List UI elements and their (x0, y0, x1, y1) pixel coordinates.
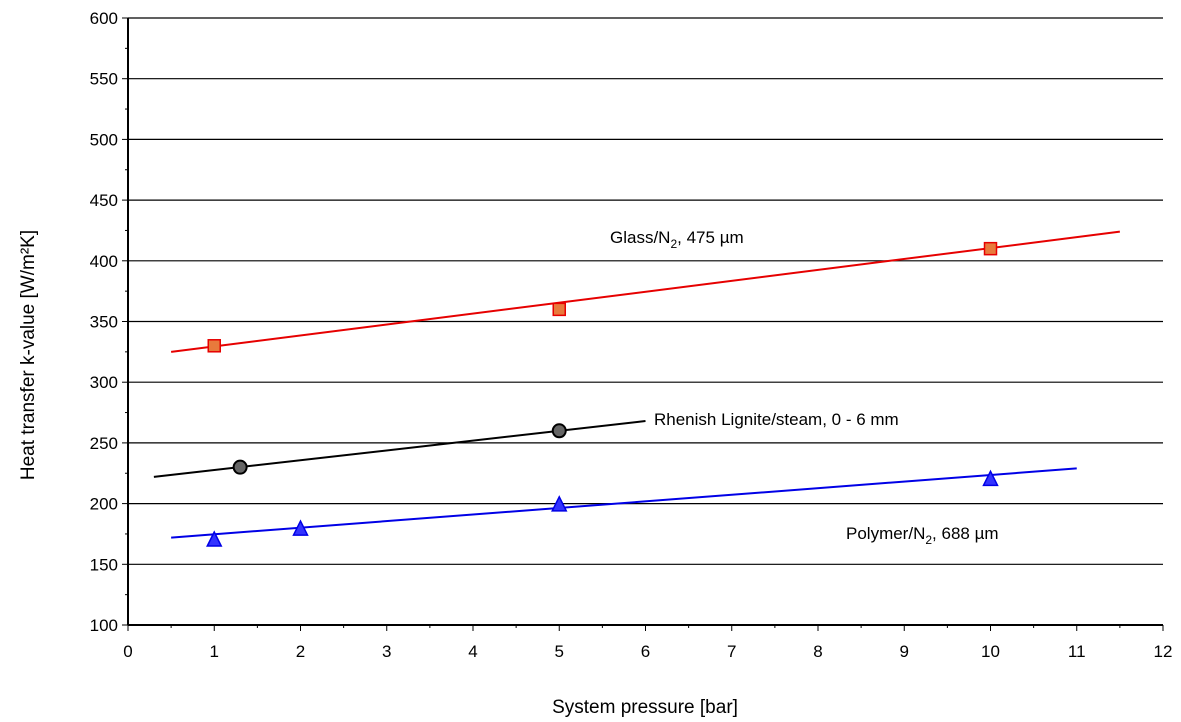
y-tick-label: 500 (90, 130, 118, 149)
data-point-2-3 (982, 469, 999, 487)
series-label-lignite: Rhenish Lignite/steam, 0 - 6 mm (654, 410, 899, 429)
x-tick-label: 0 (123, 642, 132, 661)
x-tick-label: 5 (555, 642, 564, 661)
grid (128, 17, 1163, 565)
x-tick-label: 6 (641, 642, 650, 661)
data-point-2-2 (551, 495, 568, 512)
data-point-2-0 (206, 530, 223, 547)
x-tick-label: 8 (813, 642, 822, 661)
axes (122, 17, 1164, 631)
x-tick-label: 10 (981, 642, 1000, 661)
x-tick-label: 11 (1068, 642, 1086, 661)
x-tick-label: 2 (296, 642, 305, 661)
x-tick-labels: 0 1 2 3 4 5 6 7 8 9 10 11 12 (123, 642, 1172, 661)
x-axis-title: System pressure [bar] (552, 697, 738, 718)
data-point-1-0 (232, 459, 248, 475)
y-tick-label: 300 (90, 373, 118, 392)
y-axis-title: Heat transfer k-value [W/m²K] (18, 230, 39, 480)
data-point-0-1 (552, 302, 566, 317)
y-tick-label: 250 (90, 434, 118, 453)
trend-line-2 (171, 467, 1077, 539)
trend-line-1 (153, 420, 646, 478)
trend-lines (153, 230, 1121, 539)
y-tick-label: 550 (90, 70, 118, 89)
y-tick-label: 600 (90, 9, 118, 28)
x-tick-label: 12 (1154, 642, 1173, 661)
y-tick-label: 400 (90, 252, 118, 271)
data-point-0-2 (983, 241, 998, 256)
y-tick-label: 100 (90, 616, 118, 635)
data-point-1-1 (551, 423, 567, 439)
y-tick-label: 450 (90, 191, 118, 210)
y-tick-labels: 100 150 200 250 300 350 400 450 500 550 600 (90, 9, 118, 635)
trend-line-0 (170, 230, 1121, 353)
y-tick-label: 200 (90, 495, 118, 514)
data-point-2-1 (292, 519, 309, 536)
x-tick-label: 1 (210, 642, 219, 661)
x-tick-label: 9 (900, 642, 909, 661)
series-label-glass: Glass/N2, 475 µm (610, 228, 744, 251)
data-point-0-0 (207, 339, 221, 353)
data-markers (206, 241, 999, 547)
x-tick-label: 3 (382, 642, 391, 661)
x-tick-label: 4 (468, 642, 477, 661)
y-tick-label: 350 (90, 313, 118, 332)
y-tick-label: 150 (90, 555, 118, 574)
x-tick-label: 7 (727, 642, 736, 661)
series-label-polymer: Polymer/N2, 688 µm (846, 524, 999, 547)
